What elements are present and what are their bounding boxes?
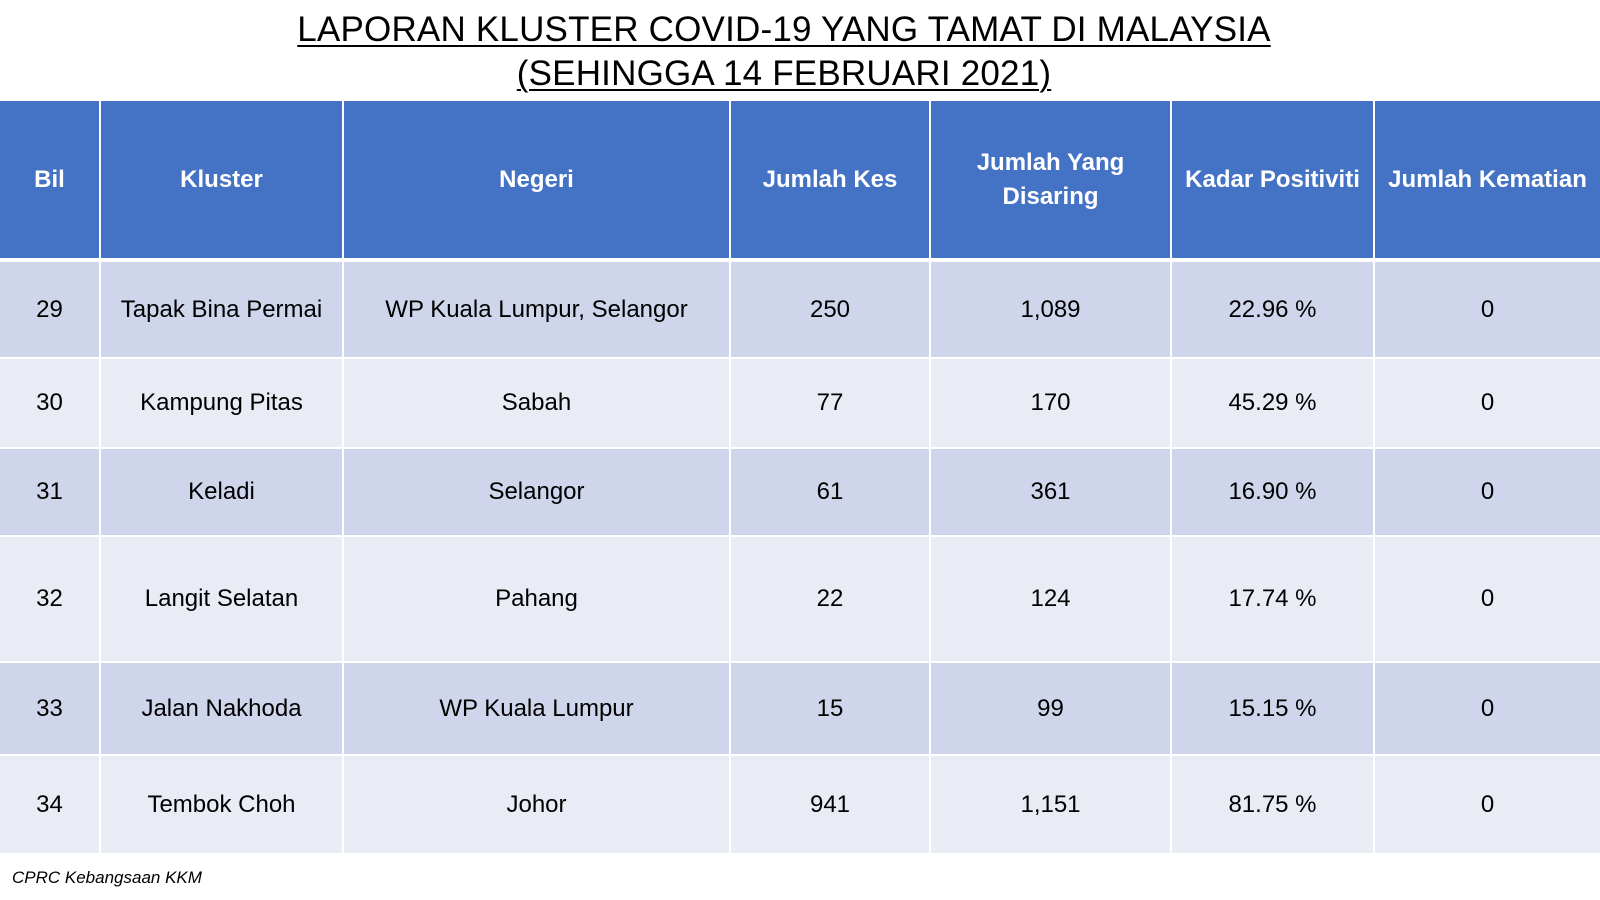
cell-jumlah-kes: 941 [730, 755, 931, 855]
cell-negeri: Selangor [343, 448, 731, 537]
report-title: LAPORAN KLUSTER COVID-19 YANG TAMAT DI M… [0, 8, 1568, 96]
cell-kadar-positiviti: 15.15 % [1171, 662, 1375, 756]
cell-negeri: WP Kuala Lumpur, Selangor [343, 260, 731, 359]
header-negeri: Negeri [343, 101, 731, 262]
cell-jumlah-kematian: 0 [1374, 536, 1600, 663]
title-line-1: LAPORAN KLUSTER COVID-19 YANG TAMAT DI M… [297, 10, 1271, 49]
cell-negeri: Johor [343, 755, 731, 855]
cell-jumlah-disaring: 99 [930, 662, 1172, 756]
table-header-row: Bil Kluster Negeri Jumlah Kes Jumlah Yan… [0, 101, 1600, 262]
cell-jumlah-kematian: 0 [1374, 448, 1600, 537]
header-jumlah-disaring-label: Jumlah Yang Disaring [976, 148, 1125, 210]
cell-negeri: Pahang [343, 536, 731, 663]
cell-negeri: Sabah [343, 358, 731, 449]
cell-bil: 32 [0, 536, 101, 663]
cell-kadar-positiviti: 22.96 % [1171, 260, 1375, 359]
cell-kluster: Kampung Pitas [100, 358, 344, 449]
cell-bil: 34 [0, 755, 101, 855]
cell-kluster: Langit Selatan [100, 536, 344, 663]
header-jumlah-kematian: Jumlah Kematian [1374, 101, 1600, 262]
cell-bil: 31 [0, 448, 101, 537]
cluster-table: Bil Kluster Negeri Jumlah Kes Jumlah Yan… [0, 101, 1600, 855]
cell-kluster: Keladi [100, 448, 344, 537]
cell-jumlah-disaring: 1,089 [930, 260, 1172, 359]
table-row: 30 Kampung Pitas Sabah 77 170 45.29 % 0 [0, 358, 1600, 449]
header-kluster: Kluster [100, 101, 344, 262]
cell-kadar-positiviti: 81.75 % [1171, 755, 1375, 855]
cell-jumlah-kes: 77 [730, 358, 931, 449]
table-row: 33 Jalan Nakhoda WP Kuala Lumpur 15 99 1… [0, 662, 1600, 756]
cell-jumlah-kematian: 0 [1374, 755, 1600, 855]
cell-jumlah-kes: 15 [730, 662, 931, 756]
cell-kluster: Jalan Nakhoda [100, 662, 344, 756]
header-kadar-positiviti: Kadar Positiviti [1171, 101, 1375, 262]
cell-negeri: WP Kuala Lumpur [343, 662, 731, 756]
cell-jumlah-disaring: 170 [930, 358, 1172, 449]
cell-jumlah-kematian: 0 [1374, 358, 1600, 449]
cell-kadar-positiviti: 16.90 % [1171, 448, 1375, 537]
cell-kadar-positiviti: 45.29 % [1171, 358, 1375, 449]
header-jumlah-kes: Jumlah Kes [730, 101, 931, 262]
cell-bil: 30 [0, 358, 101, 449]
cell-jumlah-disaring: 1,151 [930, 755, 1172, 855]
cell-jumlah-kes: 22 [730, 536, 931, 663]
cell-kluster: Tembok Choh [100, 755, 344, 855]
cell-jumlah-disaring: 361 [930, 448, 1172, 537]
table-row: 34 Tembok Choh Johor 941 1,151 81.75 % 0 [0, 755, 1600, 855]
cell-bil: 33 [0, 662, 101, 756]
source-footnote: CPRC Kebangsaan KKM [12, 868, 202, 887]
cell-jumlah-kematian: 0 [1374, 662, 1600, 756]
cell-jumlah-kes: 61 [730, 448, 931, 537]
header-bil: Bil [0, 101, 101, 262]
cell-jumlah-kematian: 0 [1374, 260, 1600, 359]
cell-jumlah-disaring: 124 [930, 536, 1172, 663]
title-line-2: (SEHINGGA 14 FEBRUARI 2021) [516, 54, 1052, 93]
cell-bil: 29 [0, 260, 101, 359]
cell-kluster: Tapak Bina Permai [100, 260, 344, 359]
cell-kadar-positiviti: 17.74 % [1171, 536, 1375, 663]
header-jumlah-disaring: Jumlah Yang Disaring [930, 101, 1172, 262]
table-row: 32 Langit Selatan Pahang 22 124 17.74 % … [0, 536, 1600, 663]
table-row: 29 Tapak Bina Permai WP Kuala Lumpur, Se… [0, 260, 1600, 359]
cell-jumlah-kes: 250 [730, 260, 931, 359]
table-row: 31 Keladi Selangor 61 361 16.90 % 0 [0, 448, 1600, 537]
